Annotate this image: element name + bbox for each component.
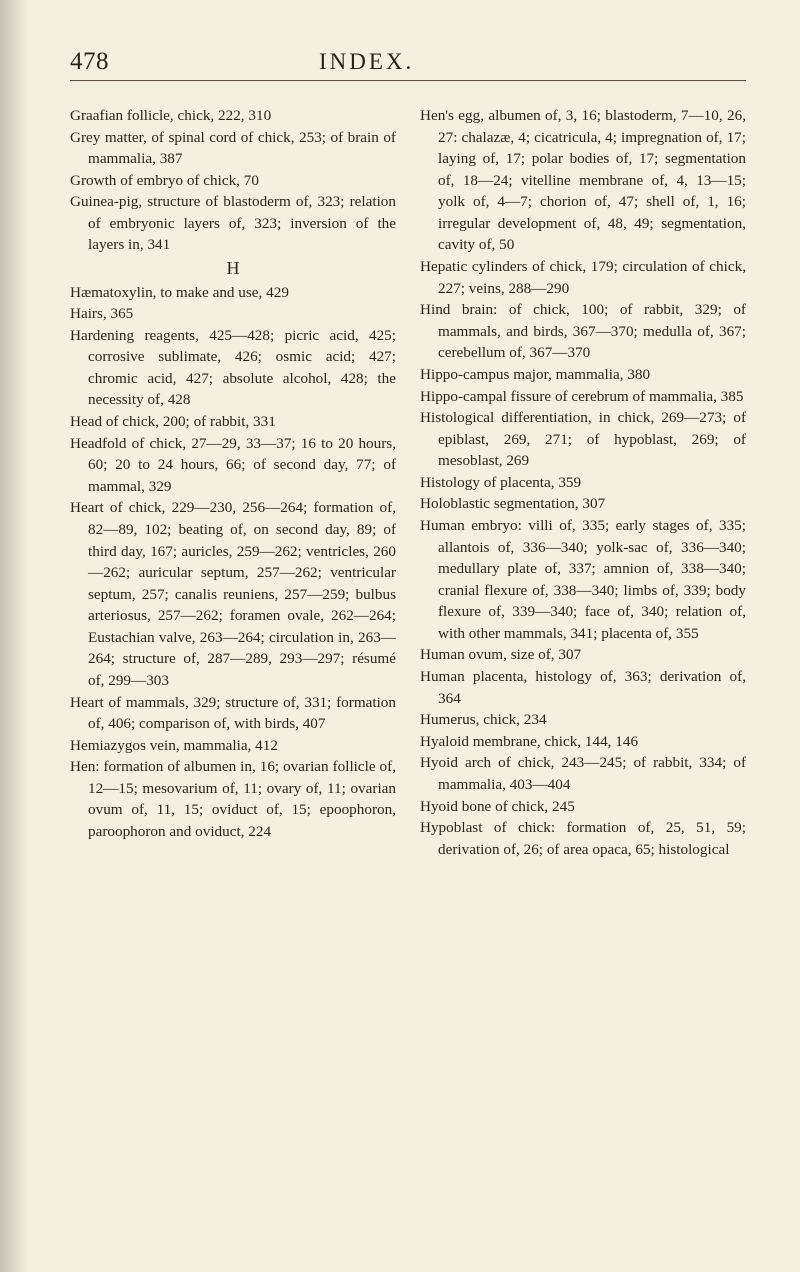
index-entry: Hæmatoxylin, to make and use, 429: [70, 282, 396, 304]
right-column: Hen's egg, albumen of, 3, 16; blastoderm…: [420, 105, 746, 860]
page-header: 478 INDEX.: [70, 48, 746, 81]
index-entry: Heart of chick, 229—230, 256—264; format…: [70, 497, 396, 691]
index-entry: Hardening reagents, 425—428; picric acid…: [70, 325, 396, 411]
index-entry: Hypoblast of chick: formation of, 25, 51…: [420, 817, 746, 860]
index-entry: Hyoid bone of chick, 245: [420, 796, 746, 818]
index-entry: Human embryo: villi of, 335; early stage…: [420, 515, 746, 644]
index-entry: Hairs, 365: [70, 303, 396, 325]
index-entry: Hepatic cylinders of chick, 179; circula…: [420, 256, 746, 299]
index-entry: Graafian follicle, chick, 222, 310: [70, 105, 396, 127]
left-column: Graafian follicle, chick, 222, 310 Grey …: [70, 105, 396, 860]
index-entry: Holoblastic segmentation, 307: [420, 493, 746, 515]
binding-shadow: [0, 0, 28, 1272]
index-entry: Hyaloid membrane, chick, 144, 146: [420, 731, 746, 753]
index-entry: Hen: formation of albumen in, 16; ovaria…: [70, 756, 396, 842]
index-entry: Hyoid arch of chick, 243—245; of rabbit,…: [420, 752, 746, 795]
index-entry: Guinea-pig, structure of blastoderm of, …: [70, 191, 396, 256]
page-number: 478: [70, 48, 109, 76]
index-entry: Humerus, chick, 234: [420, 709, 746, 731]
section-letter-h: H: [70, 256, 396, 282]
index-entry: Histological differentiation, in chick, …: [420, 407, 746, 472]
index-entry: Headfold of chick, 27—29, 33—37; 16 to 2…: [70, 433, 396, 498]
index-entry: Hippo-campal fissure of cerebrum of mamm…: [420, 386, 746, 408]
index-entry: Heart of mammals, 329; structure of, 331…: [70, 692, 396, 735]
index-page: 478 INDEX. Graafian follicle, chick, 222…: [0, 0, 800, 1272]
index-entry: Growth of embryo of chick, 70: [70, 170, 396, 192]
index-entry: Human placenta, histology of, 363; deriv…: [420, 666, 746, 709]
index-entry: Histology of placenta, 359: [420, 472, 746, 494]
index-entry: Hen's egg, albumen of, 3, 16; blastoderm…: [420, 105, 746, 256]
index-entry: Hemiazygos vein, mammalia, 412: [70, 735, 396, 757]
index-entry: Human ovum, size of, 307: [420, 644, 746, 666]
columns: Graafian follicle, chick, 222, 310 Grey …: [70, 105, 746, 860]
index-entry: Head of chick, 200; of rabbit, 331: [70, 411, 396, 433]
page-title: INDEX.: [319, 49, 414, 75]
index-entry: Grey matter, of spinal cord of chick, 25…: [70, 127, 396, 170]
index-entry: Hind brain: of chick, 100; of rabbit, 32…: [420, 299, 746, 364]
index-entry: Hippo-campus major, mammalia, 380: [420, 364, 746, 386]
